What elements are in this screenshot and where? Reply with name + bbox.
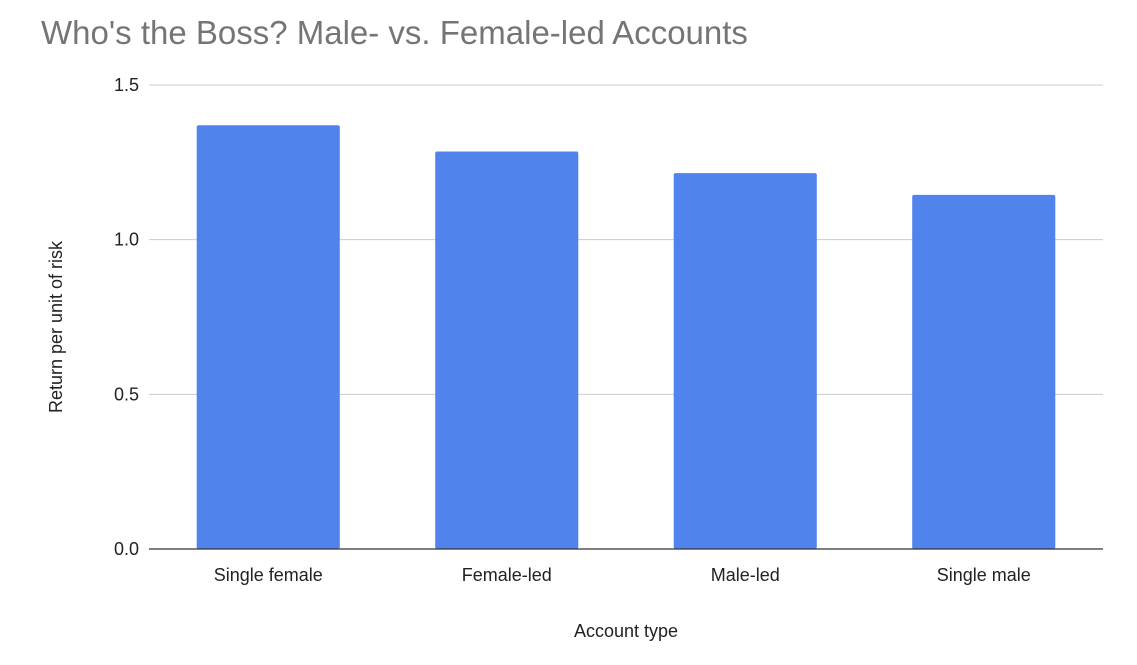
- bar: [912, 194, 1056, 549]
- x-axis-ticks: Single female Female-led Male-led Single ma…: [214, 565, 1031, 585]
- chart-title: Who's the Boss? Male- vs. Female-led Acc…: [41, 14, 748, 51]
- bar: [196, 125, 340, 550]
- y-axis-label: Return per unit of risk: [46, 240, 66, 413]
- y-tick-label: 0.5: [114, 384, 139, 404]
- bar: [435, 151, 579, 550]
- y-tick-label: 1.5: [114, 75, 139, 95]
- bar: [673, 173, 817, 549]
- x-tick-label: Female-led: [462, 565, 552, 585]
- y-tick-label: 1.0: [114, 230, 139, 250]
- x-tick-label: Single male: [937, 565, 1031, 585]
- y-axis-ticks: 0.0 0.5 1.0 1.5: [114, 75, 139, 559]
- x-tick-label: Single female: [214, 565, 323, 585]
- bars: [196, 125, 1056, 550]
- x-tick-label: Male-led: [711, 565, 780, 585]
- x-axis-label: Account type: [574, 621, 678, 641]
- y-tick-label: 0.0: [114, 539, 139, 559]
